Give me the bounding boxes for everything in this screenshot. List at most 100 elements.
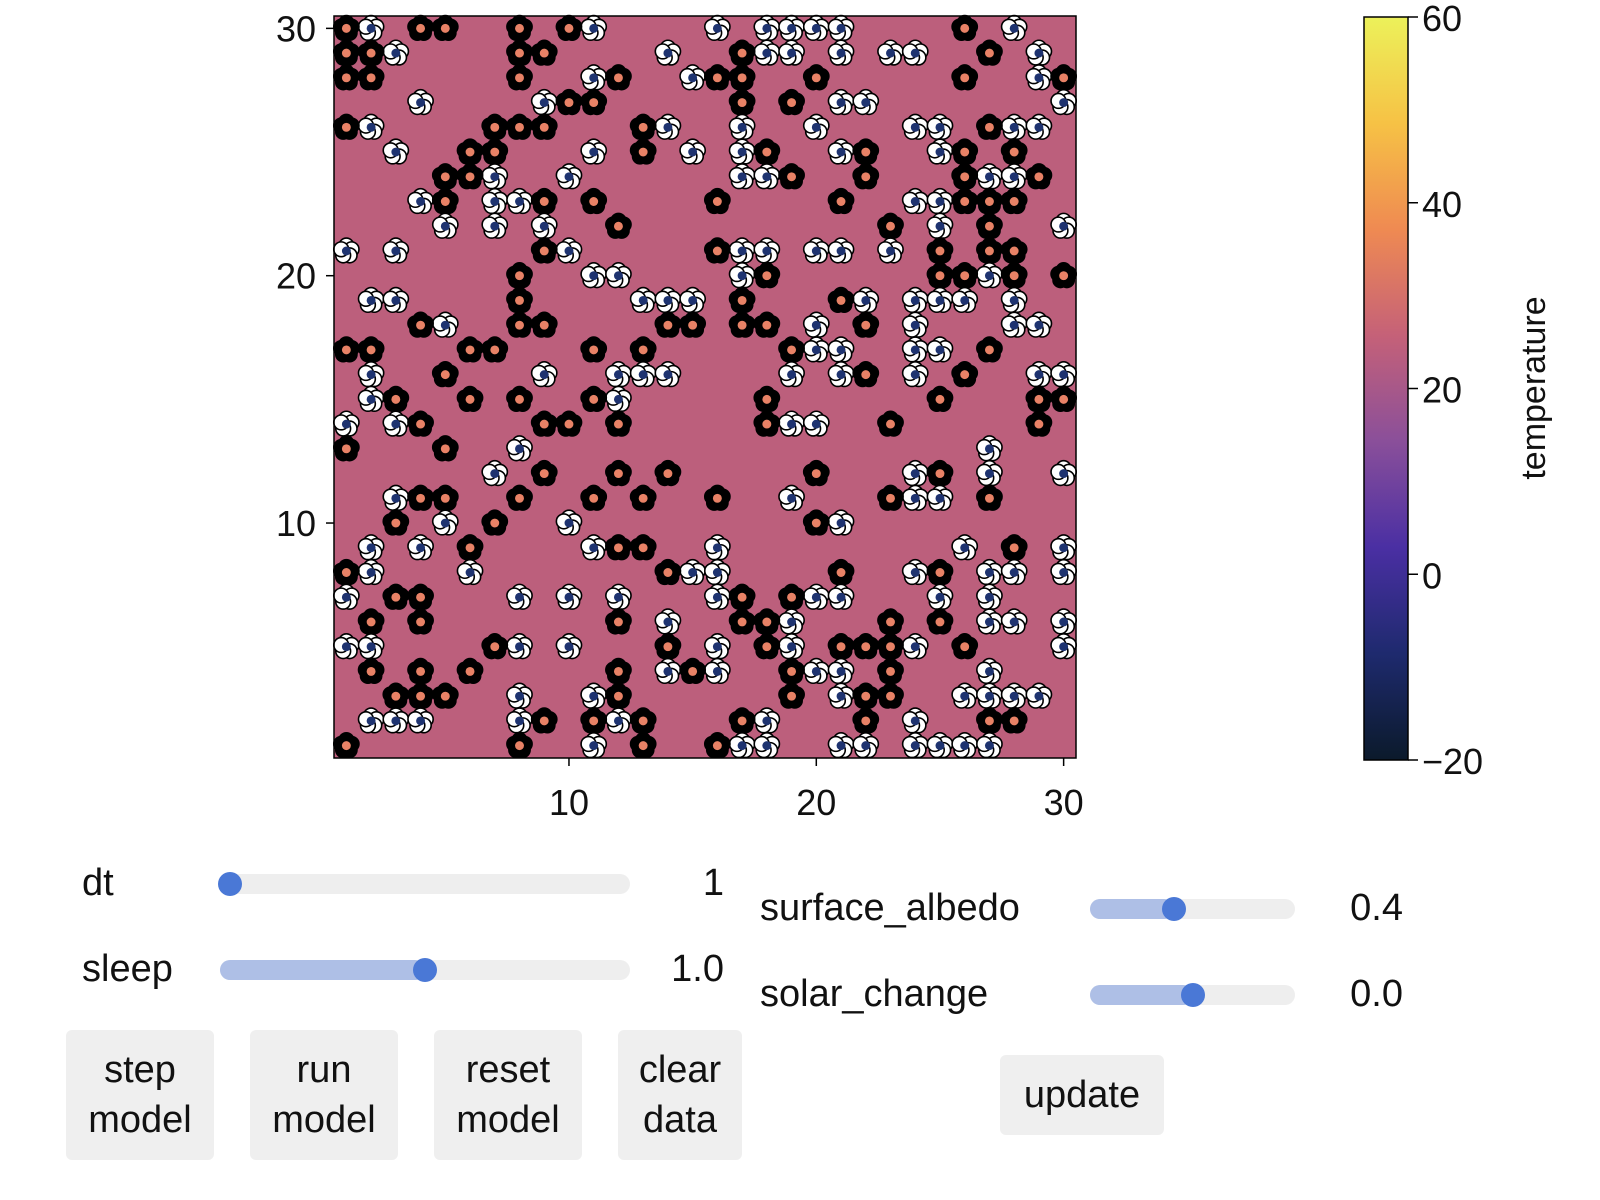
sleep-label: sleep [82,948,173,990]
daisy-marker [332,237,360,264]
daisy-marker [778,484,805,511]
daisy-marker [951,731,979,759]
daisy-marker [605,608,632,635]
daisy-marker [827,88,855,116]
daisy-marker [926,187,954,215]
daisy-marker [976,731,1003,759]
daisy-marker [506,385,533,412]
daisy-marker [605,410,632,437]
daisy-marker [1025,385,1053,412]
daisy-marker [951,187,979,215]
dt-slider[interactable] [218,872,630,896]
daisy-marker [951,633,979,660]
daisy-marker [357,633,385,660]
daisy-marker [728,138,756,165]
daisy-marker [530,360,558,388]
daisy-marker [357,286,385,314]
update-button[interactable]: update [1000,1055,1164,1135]
run-model-button[interactable]: run model [250,1030,398,1160]
daisy-marker [852,311,880,338]
sleep-slider-handle[interactable] [413,958,437,982]
daisy-marker [778,336,805,363]
dt-slider-handle[interactable] [218,872,242,896]
daisy-marker [753,163,781,190]
daisy-marker [431,212,459,239]
daisy-marker [580,385,608,412]
daisy-marker [1025,360,1053,388]
daisy-marker [580,707,608,734]
daisy-marker [407,311,434,338]
daisy-marker [976,187,1003,215]
daisy-marker [456,657,484,685]
daisy-marker [530,88,558,116]
daisy-marker [481,633,509,660]
dt-slider-row: dt 1 [0,858,740,908]
clear-data-button[interactable]: clear data [618,1030,742,1160]
daisy-marker [976,113,1003,140]
daisy-marker [802,113,830,140]
sleep-slider-row: sleep 1.0 [0,944,740,994]
daisy-marker [357,39,385,66]
daisy-marker [976,262,1003,289]
daisy-marker [530,212,558,239]
update-button-label: update [1023,1074,1141,1116]
daisy-marker [555,88,583,116]
daisy-marker [926,484,954,511]
daisy-marker [332,39,360,66]
daisy-marker [802,64,830,91]
daisy-marker [382,237,410,264]
colorbar [1363,16,1409,761]
daisy-marker [580,138,608,165]
daisy-marker [852,633,880,660]
daisy-marker [1050,360,1078,388]
daisy-marker [1025,410,1053,437]
daisy-marker [901,731,929,759]
daisy-marker [530,237,558,264]
daisy-marker [332,633,360,660]
daisy-marker [1025,113,1053,140]
daisy-marker [407,583,434,610]
daisy-marker [926,212,954,239]
daisy-marker [901,336,929,363]
solar-change-slider[interactable] [1090,983,1295,1007]
daisy-marker [951,64,979,91]
daisy-marker [827,583,855,610]
daisy-marker [431,14,459,41]
surface-albedo-label: surface_albedo [760,887,1020,929]
daisyworld-figure: 10 20 30 10 20 30 −20 0 20 40 60 temperature [276,0,1553,823]
daisy-marker [753,237,781,264]
daisy-marker [926,459,954,487]
daisy-marker [703,657,731,685]
sleep-slider[interactable] [220,958,630,982]
daisy-marker [1000,138,1028,165]
step-model-button[interactable]: step model [66,1030,214,1160]
daisy-marker [778,410,805,437]
daisy-marker [555,583,583,610]
daisy-marker [1025,163,1053,190]
daisy-marker [679,286,707,314]
daisy-marker [580,336,608,363]
x-tick-label: 30 [1044,782,1084,823]
reset-model-button[interactable]: reset model [434,1030,582,1160]
daisy-marker [728,583,756,610]
daisy-marker [976,608,1003,635]
daisy-marker [629,484,657,511]
daisy-marker [1000,262,1028,289]
daisy-marker [703,583,731,610]
daisy-marker [1050,88,1078,116]
daisy-marker [877,484,904,511]
plot-frame [333,15,1077,759]
surface-albedo-slider-handle[interactable] [1162,897,1186,921]
surface-albedo-slider[interactable] [1090,897,1295,921]
daisy-marker [580,88,608,116]
daisy-marker [382,39,410,66]
solar-change-slider-handle[interactable] [1180,983,1205,1007]
daisy-marker [555,509,583,536]
daisy-marker [753,608,781,635]
daisy-marker [506,435,533,462]
daisy-marker [901,113,929,140]
daisy-marker [728,113,756,140]
daisy-marker [753,633,781,660]
daisy-marker [580,262,608,289]
daisy-marker [951,138,979,165]
